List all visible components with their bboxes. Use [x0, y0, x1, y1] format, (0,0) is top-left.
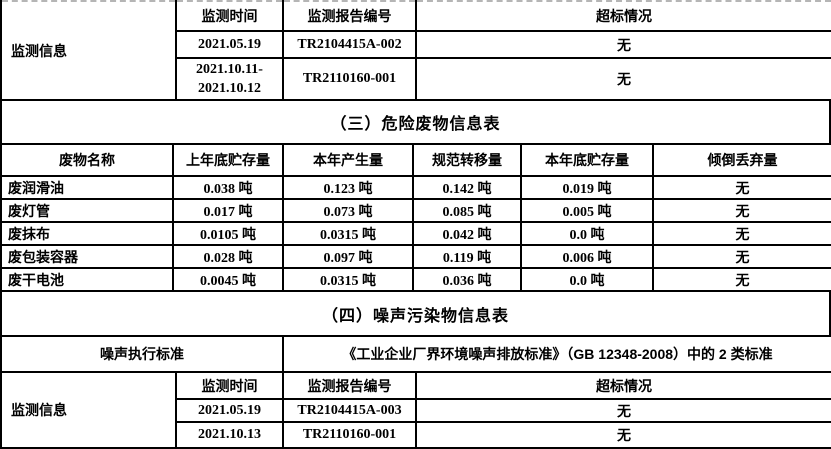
header-storage-this-year: 本年底贮存量 — [520, 143, 654, 177]
header-storage-last-year: 上年底贮存量 — [172, 143, 284, 177]
header-report-number: 监测报告编号 — [282, 0, 417, 32]
noise-table: 噪声执行标准 《工业企业厂界环境噪声排放标准》（GB 12348-2008）中的… — [0, 335, 831, 449]
monitor-time-range: 2021.10.11- 2021.10.12 — [175, 57, 284, 101]
monitoring-info-label: 监测信息 — [0, 0, 177, 101]
waste-value: 0.0045 吨 — [172, 267, 284, 292]
monitoring-info-label: 监测信息 — [0, 371, 177, 449]
waste-value: 0.097 吨 — [282, 244, 414, 269]
monitor-time-range-line2: 2021.10.12 — [198, 81, 261, 96]
section-title-hazardous-waste: （三）危险废物信息表 — [0, 101, 831, 143]
header-generated-this-year: 本年产生量 — [282, 143, 414, 177]
waste-value: 0.142 吨 — [412, 175, 522, 200]
noise-standard-value: 《工业企业厂界环境噪声排放标准》（GB 12348-2008）中的 2 类标准 — [281, 335, 831, 373]
header-report-number: 监测报告编号 — [282, 371, 417, 400]
waste-name: 废抹布 — [0, 221, 174, 246]
exceedance-value: 无 — [415, 57, 831, 101]
waste-header-row: 废物名称 上年底贮存量 本年产生量 规范转移量 本年底贮存量 倾倒丢弃量 — [0, 143, 831, 177]
waste-name: 废润滑油 — [0, 175, 174, 200]
report-number-value: TR2110160-001 — [282, 421, 417, 449]
header-dumped: 倾倒丢弃量 — [652, 143, 831, 177]
waste-value: 0.028 吨 — [172, 244, 284, 269]
waste-row-batteries: 废干电池 0.0045 吨 0.0315 吨 0.036 吨 0.0 吨 无 — [0, 267, 831, 292]
report-number-value: TR2110160-001 — [282, 57, 417, 101]
waste-value: 0.0315 吨 — [282, 267, 414, 292]
waste-value: 0.006 吨 — [520, 244, 654, 269]
waste-value: 0.019 吨 — [520, 175, 654, 200]
header-waste-name: 废物名称 — [0, 143, 174, 177]
hazardous-waste-table: 废物名称 上年底贮存量 本年产生量 规范转移量 本年底贮存量 倾倒丢弃量 废润滑… — [0, 143, 831, 292]
waste-value: 无 — [652, 267, 831, 292]
monitor-time-value: 2021.10.13 — [175, 421, 284, 449]
waste-value: 0.073 吨 — [282, 198, 414, 223]
waste-value: 0.123 吨 — [282, 175, 414, 200]
waste-value: 无 — [652, 198, 831, 223]
monitoring-info-table: 监测信息 监测时间 监测报告编号 超标情况 2021.05.19 TR21044… — [0, 0, 831, 101]
waste-row-packaging: 废包装容器 0.028 吨 0.097 吨 0.119 吨 0.006 吨 无 — [0, 244, 831, 269]
waste-value: 0.005 吨 — [520, 198, 654, 223]
waste-name: 废干电池 — [0, 267, 174, 292]
section-title-noise: （四）噪声污染物信息表 — [0, 292, 831, 335]
exceedance-value: 无 — [414, 421, 831, 449]
header-monitor-time: 监测时间 — [175, 0, 284, 32]
waste-name: 废包装容器 — [0, 244, 174, 269]
waste-value: 0.036 吨 — [412, 267, 522, 292]
waste-value: 0.017 吨 — [172, 198, 284, 223]
waste-value: 0.042 吨 — [412, 221, 522, 246]
waste-value: 无 — [652, 175, 831, 200]
waste-value: 0.038 吨 — [172, 175, 284, 200]
waste-name: 废灯管 — [0, 198, 174, 223]
header-exceedance: 超标情况 — [415, 0, 831, 32]
header-monitor-time: 监测时间 — [175, 371, 284, 400]
waste-value: 0.0105 吨 — [172, 221, 284, 246]
header-transferred: 规范转移量 — [412, 143, 522, 177]
waste-value: 0.119 吨 — [412, 244, 522, 269]
waste-value: 0.085 吨 — [412, 198, 522, 223]
monitor-time-value: 2021.05.19 — [175, 30, 284, 59]
waste-row-rags: 废抹布 0.0105 吨 0.0315 吨 0.042 吨 0.0 吨 无 — [0, 221, 831, 246]
report-number-value: TR2104415A-002 — [282, 30, 417, 59]
waste-value: 无 — [652, 244, 831, 269]
waste-row-lubricant: 废润滑油 0.038 吨 0.123 吨 0.142 吨 0.019 吨 无 — [0, 175, 831, 200]
waste-row-lamp-tubes: 废灯管 0.017 吨 0.073 吨 0.085 吨 0.005 吨 无 — [0, 198, 831, 223]
noise-standard-label: 噪声执行标准 — [0, 335, 284, 373]
exceedance-value: 无 — [415, 30, 831, 59]
monitor-time-range-line1: 2021.10.11- — [196, 62, 263, 77]
waste-value: 0.0 吨 — [520, 221, 654, 246]
waste-value: 0.0315 吨 — [282, 221, 414, 246]
header-exceedance: 超标情况 — [414, 371, 831, 400]
waste-value: 0.0 吨 — [520, 267, 654, 292]
waste-value: 无 — [652, 221, 831, 246]
